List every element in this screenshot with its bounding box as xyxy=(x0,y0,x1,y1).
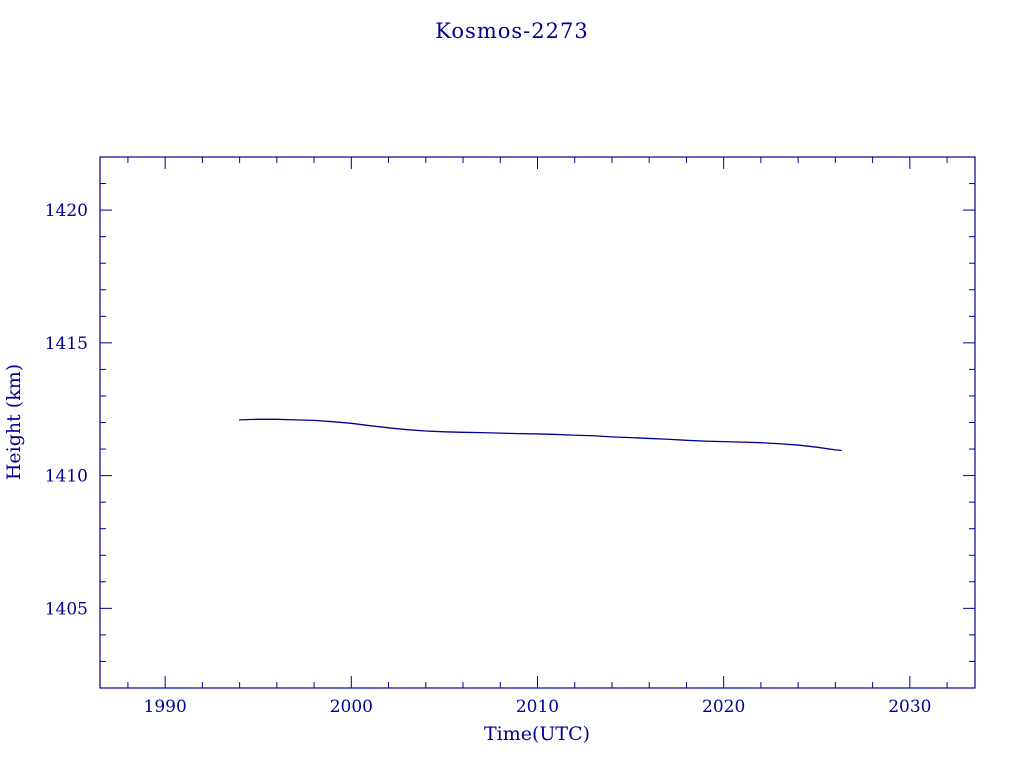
plot-area: 1990 2000 2010 2020 2030 1405 1410 1415 1420 xyxy=(45,156,976,717)
y-tick-label: 1410 xyxy=(45,467,88,487)
y-tick-label: 1405 xyxy=(45,599,88,619)
x-tick-label: 1990 xyxy=(144,697,187,717)
axes-frame xyxy=(99,156,976,689)
y-axis-label: Height (km) xyxy=(3,364,25,480)
x-tick-label: 2020 xyxy=(702,697,745,717)
x-tick-label: 2010 xyxy=(516,697,559,717)
x-tick-label: 2000 xyxy=(330,697,373,717)
y-tick-label: 1415 xyxy=(45,334,88,354)
series-line-orbit-height xyxy=(238,418,842,452)
y-tick-label: 1420 xyxy=(45,201,88,221)
x-axis-label: Time(UTC) xyxy=(484,723,590,745)
chart-title: Kosmos-2273 xyxy=(435,19,588,43)
x-tick-label: 2030 xyxy=(888,697,931,717)
